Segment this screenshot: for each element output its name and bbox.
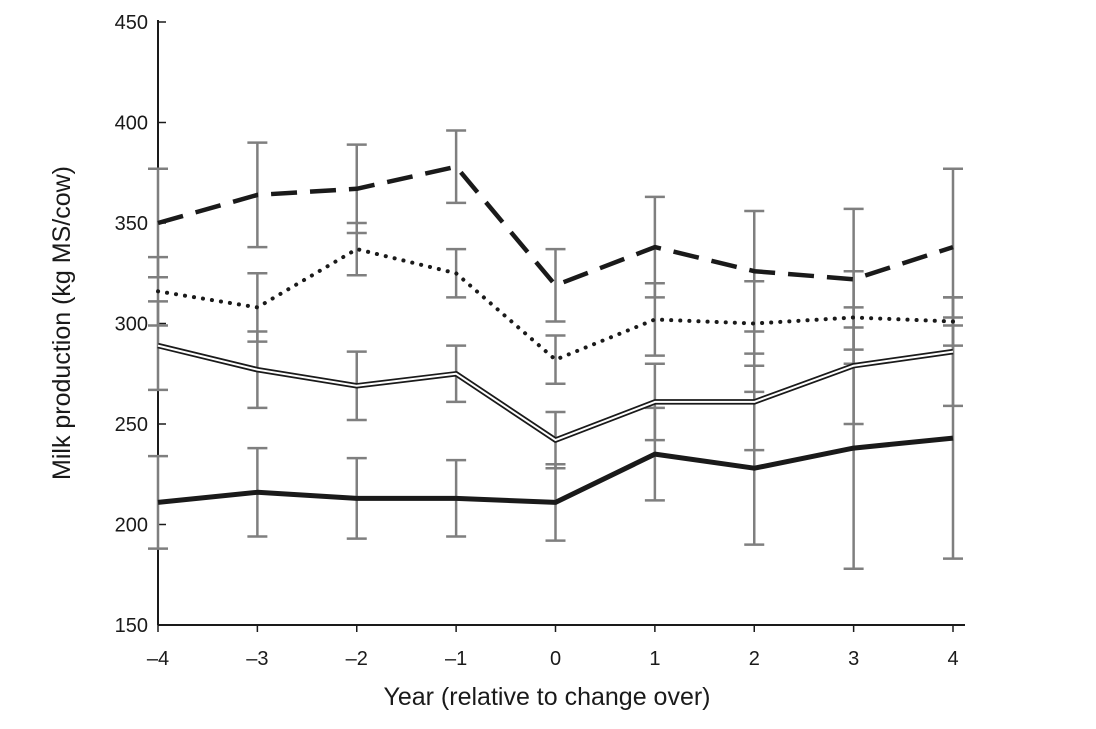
tick-labels: 150 200 250 300 350 400 450 –4 –3 –2 –1 0 1 2 3 4 bbox=[115, 12, 959, 670]
error-bar bbox=[446, 129, 467, 205]
x-tick-label: –3 bbox=[246, 648, 268, 670]
series-line-double bbox=[157, 342, 954, 443]
x-axis-title: Year (relative to change over) bbox=[383, 683, 710, 711]
y-tick-label: 200 bbox=[115, 515, 148, 537]
series-line-dashed bbox=[157, 164, 954, 288]
y-tick-label: 150 bbox=[115, 615, 148, 637]
series-line-double-inner bbox=[157, 344, 954, 442]
error-bar bbox=[943, 316, 963, 560]
series-line-solid bbox=[157, 435, 954, 505]
x-tick-label: –2 bbox=[346, 648, 368, 670]
y-tick-label: 300 bbox=[115, 314, 148, 336]
x-tick-label: –1 bbox=[445, 648, 467, 670]
y-tick-label: 450 bbox=[115, 12, 148, 34]
error-bar bbox=[545, 334, 566, 386]
x-tick-label: 0 bbox=[550, 648, 561, 670]
error-bar bbox=[545, 247, 566, 323]
x-tick-label: 3 bbox=[848, 648, 859, 670]
y-tick-label: 350 bbox=[115, 213, 148, 235]
x-tick-label: 4 bbox=[947, 648, 958, 670]
x-tick-label: –4 bbox=[147, 648, 169, 670]
y-tick-label: 400 bbox=[115, 113, 148, 135]
error-bar bbox=[346, 221, 367, 277]
y-tick-label: 250 bbox=[115, 414, 148, 436]
series-lines bbox=[156, 164, 955, 505]
y-axis-title: Milk production (kg MS/cow) bbox=[48, 166, 76, 480]
x-tick-label: 2 bbox=[749, 648, 760, 670]
x-tick-label: 1 bbox=[649, 648, 660, 670]
